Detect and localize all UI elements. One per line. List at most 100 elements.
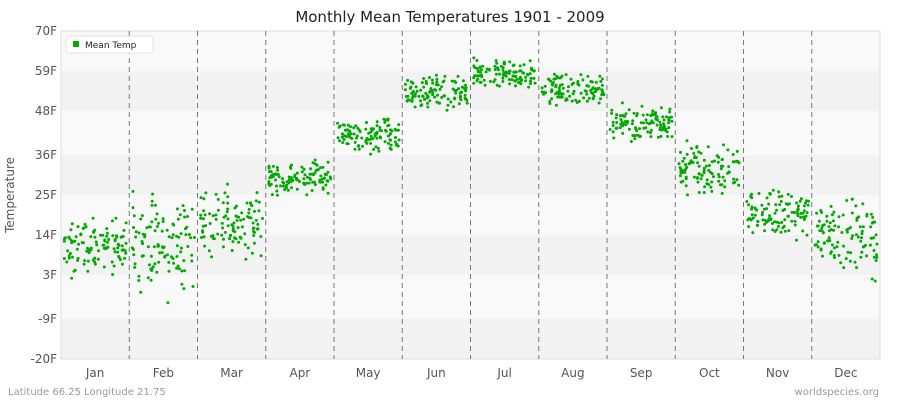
data-point [519,82,523,86]
data-point [113,239,117,243]
data-point [313,171,317,175]
y-tick-label: 25F [35,188,57,202]
data-point [475,74,479,78]
data-point [557,92,561,96]
data-point [243,243,247,247]
legend-box [65,35,154,54]
data-point [777,195,781,199]
data-point [480,73,484,77]
data-point [783,218,787,222]
data-point [410,91,414,95]
data-point [710,189,714,193]
data-point [554,103,558,107]
data-point [781,209,785,212]
data-point [819,248,823,252]
data-point [732,177,736,181]
data-point [175,266,179,270]
data-point [228,237,231,241]
data-point [233,236,236,240]
data-point [779,200,783,203]
data-point [634,126,637,130]
data-point [577,99,581,103]
data-point [820,211,824,214]
data-point [820,226,824,230]
data-point [517,81,521,85]
data-point [631,119,635,123]
data-point [226,201,230,205]
data-point [860,250,864,254]
data-point [527,85,531,89]
data-point [648,131,652,135]
data-point [186,215,190,218]
data-point [529,76,533,80]
x-tick-label: Jan [85,366,105,380]
footer-source: worldspecies.org [795,387,879,398]
data-point [153,262,157,266]
data-point [777,190,781,194]
data-point [615,126,619,130]
data-point [697,164,701,168]
data-point [801,229,805,233]
data-point [443,94,446,98]
data-point [761,210,764,214]
data-point [319,174,323,178]
data-point [315,163,319,167]
data-point [157,221,160,225]
data-point [659,106,663,110]
data-point [767,202,771,206]
data-point [453,79,457,83]
data-point [122,228,126,232]
data-point [667,126,671,130]
data-point [440,96,444,99]
data-point [167,269,171,273]
y-axis-ticks: 70F 59F 48F 36F 25F 14F 3F -9F -20F [30,24,57,366]
data-point [860,236,864,240]
data-point [337,125,341,129]
data-point [700,174,704,177]
data-point [201,229,204,233]
data-point [870,221,874,225]
data-point [830,213,834,217]
data-point [134,230,138,234]
chart-title: Monthly Mean Temperatures 1901 - 2009 [295,8,604,26]
data-point [477,74,481,78]
data-point [413,105,417,109]
data-point [183,209,186,212]
data-point [443,74,447,78]
data-point [370,129,374,132]
data-point [76,225,80,229]
data-point [513,70,517,74]
data-point [494,72,498,76]
data-point [765,196,769,200]
data-point [151,192,155,196]
data-point [124,221,128,225]
data-point [426,101,429,105]
data-point [570,99,574,103]
legend-swatch [73,41,79,47]
data-point [101,233,105,237]
data-point [821,231,825,235]
data-point [182,259,186,263]
data-point [87,251,91,255]
data-point [326,170,330,174]
data-point [207,249,211,253]
data-point [175,244,179,248]
data-point [494,59,498,63]
data-point [817,219,821,223]
data-point [147,225,151,229]
data-point [133,265,137,269]
data-point [642,121,646,125]
data-point [358,130,362,134]
data-point [611,120,615,124]
data-point [242,217,246,221]
data-point [836,240,840,244]
data-point [124,241,128,245]
data-point [735,149,739,153]
data-point [255,227,259,231]
data-point [713,159,716,163]
data-point [69,228,73,232]
data-point [118,258,122,262]
data-point [577,83,581,87]
data-point [326,160,330,164]
data-point [149,278,153,282]
